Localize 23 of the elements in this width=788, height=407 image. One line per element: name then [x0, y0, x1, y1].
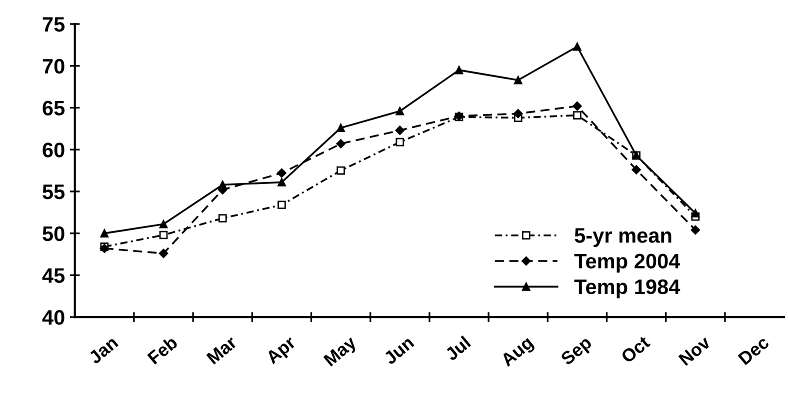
x-tick-label: Jan [88, 336, 119, 365]
x-tick-label: May [323, 335, 360, 370]
x-tick-label: Nov [678, 335, 712, 366]
x-tick-label: Feb [146, 335, 178, 365]
y-tick-label: 65 [42, 100, 65, 116]
x-tick-label: Dec [738, 335, 770, 366]
x-tick-label: Mar [206, 335, 238, 365]
x-tick-label: Jul [444, 335, 472, 362]
y-tick-label: 50 [42, 226, 64, 242]
y-tick-label: 70 [42, 58, 64, 74]
x-tick-label: Jun [382, 336, 414, 366]
y-tick-label: 55 [42, 184, 65, 200]
legend-label: 5-yr mean [574, 228, 672, 247]
y-tick-label: 40 [42, 310, 64, 325]
y-tick-label: 45 [42, 268, 65, 283]
y-tick-label: 75 [42, 17, 65, 32]
x-tick-label: Oct [620, 335, 651, 364]
legend-label: Temp 1984 [574, 279, 680, 298]
x-tick-label: Sep [560, 335, 595, 368]
legend-label: Temp 2004 [574, 254, 680, 273]
x-tick-label: Aug [500, 336, 536, 370]
y-tick-label: 60 [42, 142, 64, 158]
x-tick-label: Apr [265, 335, 299, 368]
